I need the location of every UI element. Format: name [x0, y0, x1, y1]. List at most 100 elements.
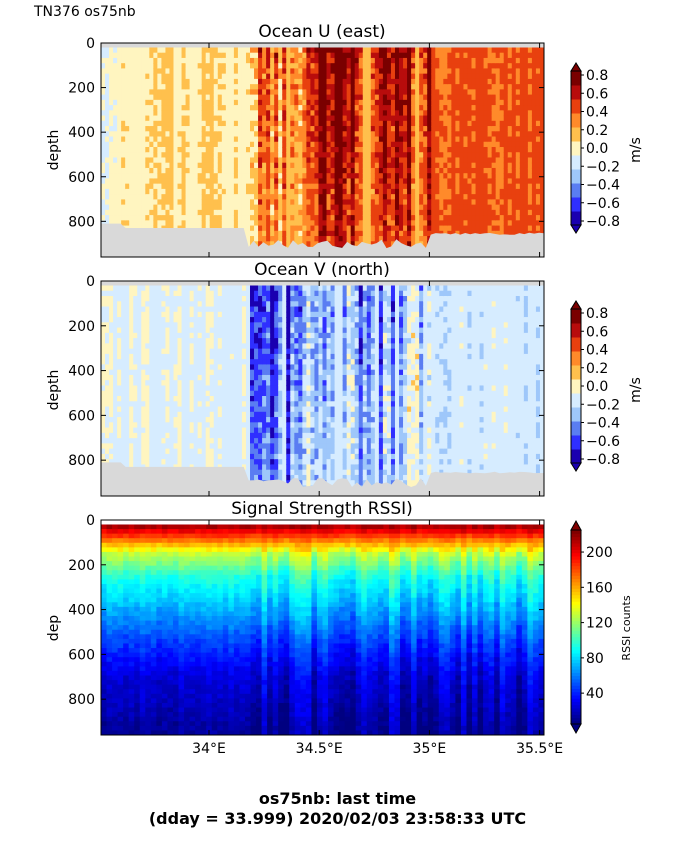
velocity-cell: [403, 188, 408, 195]
velocity-cell: [225, 183, 231, 190]
velocity-cell: [125, 327, 130, 334]
u-axes-frame: [100, 42, 545, 258]
velocity-cell: [515, 136, 521, 143]
velocity-cell: [350, 157, 356, 164]
velocity-cell: [209, 173, 215, 180]
velocity-cell: [411, 57, 416, 64]
velocity-cell: [447, 115, 452, 122]
velocity-cell: [278, 52, 283, 59]
velocity-cell: [121, 68, 126, 75]
velocity-cell: [137, 136, 142, 143]
velocity-cell: [129, 317, 134, 323]
velocity-cell: [161, 105, 167, 111]
velocity-cell: [330, 120, 336, 127]
velocity-cell: [411, 220, 416, 227]
velocity-cell: [129, 204, 134, 211]
velocity-cell: [254, 63, 259, 70]
velocity-cell: [101, 322, 106, 329]
velocity-cell: [455, 173, 461, 180]
velocity-cell: [169, 204, 175, 211]
velocity-cell: [290, 204, 295, 211]
velocity-cell: [125, 209, 130, 216]
velocity-cell: [350, 52, 356, 59]
velocity-cell: [109, 183, 114, 190]
u-field: [101, 43, 544, 257]
velocity-cell: [527, 120, 533, 127]
velocity-cell: [487, 157, 493, 164]
velocity-cell: [535, 183, 541, 190]
velocity-cell: [294, 162, 299, 169]
velocity-cell: [169, 120, 175, 127]
velocity-cell: [270, 84, 275, 90]
velocity-cell: [258, 68, 263, 75]
velocity-cell: [113, 99, 118, 106]
velocity-cell: [487, 57, 493, 64]
velocity-cell: [459, 220, 465, 227]
velocity-cell: [258, 236, 263, 242]
velocity-cell: [382, 194, 388, 200]
velocity-cell: [193, 215, 199, 221]
velocity-cell: [386, 141, 392, 148]
velocity-cell: [141, 374, 146, 381]
velocity-cell: [298, 157, 303, 164]
velocity-cell: [286, 209, 291, 216]
u-colorbar-label: m/s: [628, 137, 644, 163]
velocity-cell: [217, 167, 223, 174]
velocity-cell: [322, 47, 328, 54]
velocity-cell: [386, 230, 392, 237]
velocity-cell: [294, 47, 299, 54]
velocity-cell: [290, 162, 295, 169]
velocity-cell: [161, 126, 167, 132]
velocity-cell: [221, 131, 227, 138]
velocity-cell: [403, 94, 408, 101]
velocity-cell: [161, 162, 167, 169]
velocity-cell: [233, 136, 239, 143]
velocity-cell: [250, 78, 255, 85]
velocity-cell: [390, 204, 396, 211]
velocity-cell: [286, 146, 291, 153]
velocity-cell: [141, 199, 146, 206]
velocity-cell: [177, 173, 183, 180]
velocity-cell: [443, 105, 448, 111]
velocity-cell: [511, 68, 517, 75]
velocity-cell: [177, 89, 183, 96]
velocity-cell: [519, 167, 525, 174]
velocity-cell: [443, 173, 448, 180]
velocity-cell: [105, 178, 110, 185]
velocity-cell: [386, 131, 392, 138]
velocity-cell: [390, 209, 396, 216]
velocity-cell: [431, 110, 436, 117]
velocity-cell: [411, 110, 416, 117]
velocity-cell: [225, 146, 231, 153]
velocity-cell: [342, 110, 348, 117]
velocity-cell: [314, 173, 320, 180]
velocity-cell: [117, 157, 122, 164]
velocity-cell: [459, 152, 465, 159]
velocity-cell: [346, 47, 352, 54]
velocity-cell: [334, 131, 340, 138]
velocity-cell: [511, 63, 517, 70]
velocity-cell: [519, 120, 525, 127]
velocity-cell: [394, 120, 400, 127]
velocity-cell: [407, 178, 412, 185]
velocity-cell: [463, 220, 469, 227]
velocity-cell: [415, 173, 420, 180]
velocity-cell: [326, 236, 332, 242]
velocity-cell: [141, 110, 146, 117]
velocity-cell: [443, 204, 448, 211]
velocity-cell: [491, 89, 497, 96]
velocity-cell: [270, 173, 275, 180]
velocity-cell: [133, 84, 138, 90]
velocity-cell: [133, 348, 138, 355]
velocity-cell: [523, 136, 529, 143]
velocity-cell: [475, 99, 481, 106]
velocity-cell: [459, 209, 465, 216]
velocity-cell: [467, 63, 473, 70]
velocity-cell: [245, 99, 251, 106]
velocity-cell: [471, 73, 477, 80]
velocity-cell: [519, 68, 525, 75]
velocity-cell: [274, 178, 279, 185]
velocity-cell: [527, 141, 533, 148]
velocity-cell: [459, 167, 465, 174]
velocity-cell: [177, 131, 183, 138]
